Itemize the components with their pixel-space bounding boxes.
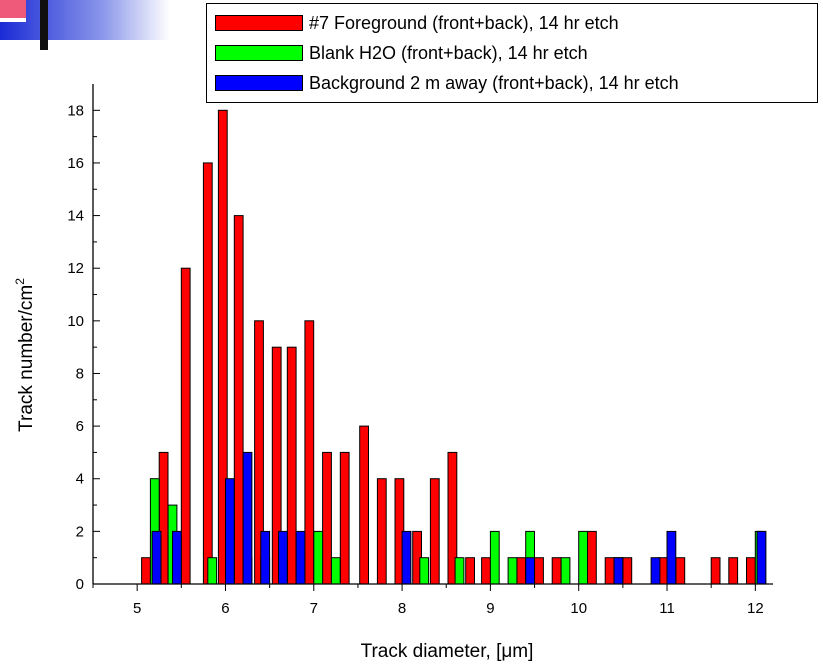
- y-tick-label: 8: [76, 365, 84, 382]
- bar-series2-11: [666, 530, 677, 585]
- bar-series0-9: [304, 320, 315, 585]
- bar-series0-25: [622, 557, 633, 585]
- bar-series1-11: [454, 557, 465, 585]
- bar-series2-8: [525, 557, 536, 585]
- bar-series0-20: [516, 557, 527, 585]
- legend-swatch-blank: [215, 45, 303, 61]
- y-tick-label: 18: [67, 102, 84, 119]
- bar-series0-18: [465, 557, 476, 585]
- bar-series0-13: [376, 478, 387, 585]
- bar-series0-3: [202, 162, 213, 585]
- x-tick-label: 11: [659, 600, 675, 617]
- bars-layer: [141, 109, 767, 585]
- bar-series0-30: [746, 557, 756, 585]
- legend-item-background: Background 2 m away (front+back), 14 hr …: [215, 72, 679, 94]
- bar-series1-13: [507, 557, 518, 585]
- x-axis-title: Track diameter, [μm]: [361, 641, 534, 662]
- bar-series0-24: [604, 557, 615, 585]
- y-tick-label: 12: [67, 260, 84, 277]
- bar-series1-8: [313, 530, 324, 585]
- deco-dark-bar: [40, 0, 48, 50]
- bar-series0-0: [141, 557, 151, 585]
- bar-series1-15: [560, 557, 571, 585]
- deco-pink-square: [0, 0, 26, 18]
- bar-series2-0: [151, 530, 162, 585]
- axes-layer: [92, 84, 773, 591]
- bar-series0-2: [180, 267, 191, 585]
- bar-series2-12: [756, 530, 767, 585]
- bar-series2-5: [278, 530, 288, 585]
- y-tick-label: 16: [67, 155, 84, 172]
- legend-swatch-foreground: [215, 15, 303, 31]
- y-axis-title: Track number/cm2: [13, 278, 37, 432]
- y-tick-label: 14: [67, 208, 84, 225]
- bar-series1-10: [419, 557, 430, 585]
- bar-series2-9: [613, 557, 624, 585]
- bar-series0-11: [339, 451, 350, 585]
- y-tick-label: 10: [67, 313, 84, 330]
- bar-series0-21: [534, 557, 544, 585]
- legend-label-blank: Blank H2O (front+back), 14 hr etch: [309, 42, 588, 63]
- bar-series1-9: [330, 557, 341, 585]
- chart-legend: #7 Foreground (front+back), 14 hr etch B…: [206, 3, 818, 103]
- tick-labels-layer: 0 2 4 6 8 10 12 14 16 18 5 6 7 8 9 10 11 12: [67, 102, 763, 617]
- x-tick-label: 12: [747, 600, 764, 617]
- bar-series0-8: [286, 346, 297, 585]
- bar-series2-10: [650, 557, 661, 585]
- y-tick-label: 6: [76, 418, 84, 435]
- x-tick-label: 6: [221, 600, 229, 617]
- y-tick-label: 2: [76, 523, 84, 540]
- legend-label-foreground: #7 Foreground (front+back), 14 hr etch: [309, 12, 619, 33]
- deco-white-strip: [0, 18, 26, 22]
- bar-series0-10: [322, 451, 332, 585]
- bar-series1-16: [578, 530, 589, 585]
- slide-decoration: [0, 0, 170, 50]
- bar-series0-29: [728, 557, 739, 585]
- bar-series0-16: [429, 478, 440, 585]
- bar-series0-28: [710, 557, 721, 585]
- bar-series0-22: [551, 557, 562, 585]
- bar-series0-23: [587, 530, 597, 585]
- bar-series1-12: [489, 530, 500, 585]
- bar-series1-2: [207, 557, 218, 585]
- bar-series2-6: [295, 530, 306, 585]
- bar-series2-4: [260, 530, 271, 585]
- bar-series0-19: [481, 557, 491, 585]
- bar-series2-3: [242, 451, 253, 585]
- x-tick-label: 5: [133, 600, 141, 617]
- bar-series2-1: [172, 530, 182, 585]
- legend-label-background: Background 2 m away (front+back), 14 hr …: [309, 72, 679, 93]
- x-tick-label: 7: [310, 600, 318, 617]
- x-tick-label: 10: [570, 600, 587, 617]
- bar-series2-2: [225, 478, 235, 585]
- bar-series0-12: [359, 425, 370, 585]
- bar-series0-5: [233, 215, 244, 585]
- legend-item-blank: Blank H2O (front+back), 14 hr etch: [215, 42, 588, 64]
- x-tick-label: 8: [398, 600, 406, 617]
- x-tick-label: 9: [486, 600, 494, 617]
- legend-item-foreground: #7 Foreground (front+back), 14 hr etch: [215, 12, 619, 34]
- y-tick-label: 4: [76, 471, 84, 488]
- y-tick-label: 0: [76, 576, 84, 593]
- bar-series0-27: [675, 557, 686, 585]
- bar-series2-7: [401, 530, 412, 585]
- deco-gradient-bar: [0, 0, 170, 40]
- legend-swatch-background: [215, 75, 303, 91]
